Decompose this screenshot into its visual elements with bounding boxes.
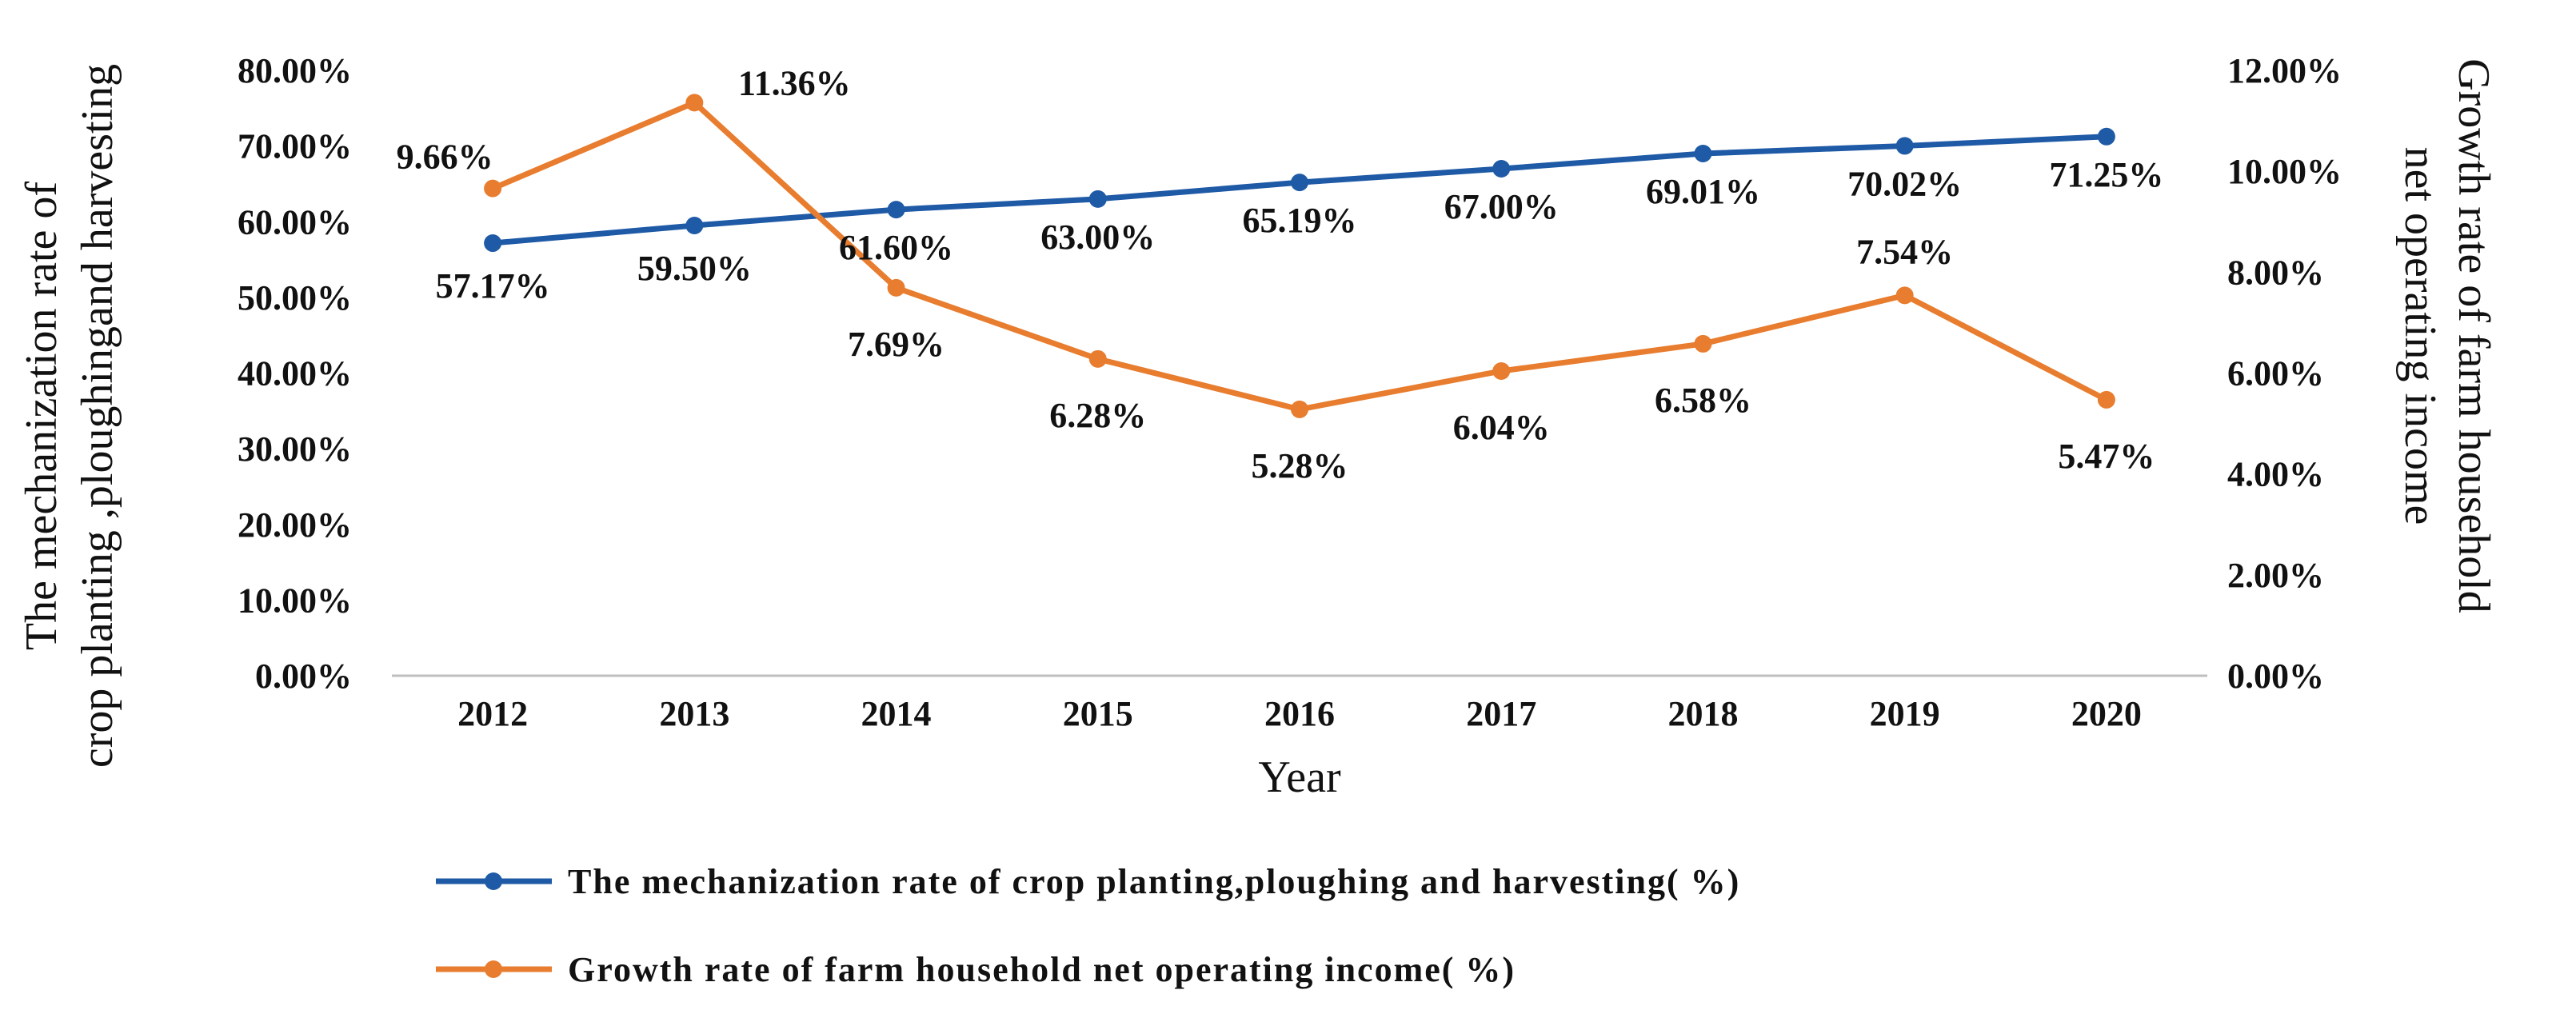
data-point-mechanization — [1694, 144, 1712, 162]
left-y-axis-title-line1: The mechanization rate of — [17, 182, 66, 650]
x-tick-label: 2016 — [1264, 694, 1335, 733]
data-label-mechanization: 63.00% — [1040, 218, 1155, 257]
legend-swatch-marker-income-growth — [485, 960, 502, 978]
data-label-income-growth: 11.36% — [738, 63, 851, 102]
x-tick-label: 2014 — [861, 694, 932, 733]
data-label-income-growth: 5.28% — [1252, 446, 1348, 485]
x-tick-labels: 2012 2013 2014 2015 2016 2017 2018 2019 2020 — [457, 694, 2142, 733]
legend-swatch-marker-mechanization — [485, 872, 502, 890]
right-y-tick-label: 10.00% — [2227, 152, 2342, 191]
data-label-mechanization: 69.01% — [1646, 172, 1760, 211]
left-y-tick-label: 0.00% — [255, 657, 352, 696]
left-y-tick-label: 80.00% — [238, 51, 352, 90]
left-y-tick-label: 20.00% — [238, 505, 352, 545]
data-label-income-growth: 9.66% — [397, 138, 493, 177]
data-label-income-growth: 5.47% — [2058, 437, 2155, 476]
right-y-tick-label: 6.00% — [2227, 354, 2324, 393]
legend: The mechanization rate of crop planting,… — [436, 862, 1740, 989]
data-label-income-growth: 6.58% — [1655, 381, 1751, 420]
series-lines — [484, 94, 2115, 418]
data-labels: 57.17% 59.50% 61.60% 63.00% 65.19% 67.00% 69.0… — [397, 63, 2164, 485]
left-y-tick-label: 70.00% — [238, 127, 352, 166]
x-tick-label: 2015 — [1063, 694, 1133, 733]
right-y-tick-labels: 0.00% 2.00% 4.00% 6.00% 8.00% 10.00% 12.00% — [2227, 51, 2342, 696]
right-y-tick-label: 2.00% — [2227, 556, 2324, 595]
data-label-mechanization: 70.02% — [1847, 164, 1962, 203]
right-y-tick-label: 4.00% — [2227, 455, 2324, 494]
data-point-mechanization — [887, 201, 905, 219]
right-y-tick-label: 12.00% — [2227, 51, 2342, 90]
x-tick-label: 2020 — [2071, 694, 2142, 733]
legend-entry-mechanization: The mechanization rate of crop planting,… — [436, 862, 1740, 901]
legend-label-income-growth: Growth rate of farm household net operat… — [568, 950, 1516, 989]
data-point-income-growth — [1492, 361, 1511, 380]
data-point-income-growth — [484, 179, 502, 198]
right-y-tick-label: 8.00% — [2227, 253, 2324, 292]
x-tick-label: 2013 — [659, 694, 729, 733]
left-y-tick-label: 10.00% — [238, 581, 352, 620]
x-tick-label: 2017 — [1466, 694, 1536, 733]
data-label-mechanization: 61.60% — [839, 228, 953, 267]
data-point-income-growth — [1291, 400, 1308, 418]
left-y-tick-labels: 0.00% 10.00% 20.00% 30.00% 40.00% 50.00% 60.00… — [238, 51, 352, 696]
x-tick-label: 2018 — [1667, 694, 1738, 733]
x-tick-label: 2019 — [1870, 694, 1940, 733]
data-label-income-growth: 7.69% — [848, 325, 945, 364]
x-axis-title: Year — [1258, 753, 1341, 802]
data-point-income-growth — [1694, 334, 1712, 353]
legend-entry-income-growth: Growth rate of farm household net operat… — [436, 950, 1516, 989]
data-label-mechanization: 65.19% — [1243, 201, 1357, 240]
left-y-tick-label: 40.00% — [238, 354, 352, 393]
right-y-axis-title-line1: Growth rate of farm household — [2449, 58, 2498, 613]
data-point-mechanization — [1492, 160, 1511, 178]
data-label-mechanization: 67.00% — [1444, 187, 1559, 226]
data-label-mechanization: 71.25% — [2049, 155, 2163, 194]
data-point-income-growth — [1088, 349, 1107, 368]
right-y-tick-label: 0.00% — [2227, 657, 2324, 696]
data-label-mechanization: 59.50% — [637, 249, 752, 288]
data-point-income-growth — [685, 94, 704, 112]
left-y-axis-title-line2: crop planting ,ploughingand harvesting — [73, 64, 122, 768]
data-point-income-growth — [887, 278, 905, 297]
right-y-axis-title-line2: net operating income — [2395, 147, 2445, 525]
data-point-mechanization — [685, 216, 704, 234]
data-point-income-growth — [1895, 286, 1914, 305]
data-point-mechanization — [1895, 137, 1914, 155]
data-point-mechanization — [2097, 127, 2115, 146]
data-point-mechanization — [484, 234, 502, 253]
data-label-income-growth: 6.28% — [1049, 396, 1146, 435]
data-point-mechanization — [1088, 190, 1107, 208]
data-point-income-growth — [2097, 390, 2115, 409]
data-label-mechanization: 57.17% — [436, 266, 550, 305]
left-y-tick-label: 30.00% — [238, 429, 352, 469]
left-y-tick-label: 50.00% — [238, 278, 352, 317]
legend-label-mechanization: The mechanization rate of crop planting,… — [568, 862, 1740, 901]
data-label-income-growth: 7.54% — [1856, 232, 1953, 271]
data-point-mechanization — [1291, 174, 1308, 192]
data-label-income-growth: 6.04% — [1453, 408, 1550, 447]
left-y-tick-label: 60.00% — [238, 202, 352, 242]
x-tick-label: 2012 — [457, 694, 528, 733]
